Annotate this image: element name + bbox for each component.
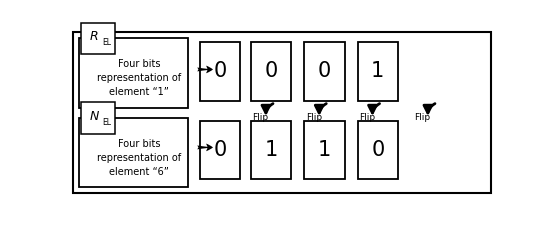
Bar bbox=[358, 42, 398, 101]
Text: Four bits
representation of
element “6”: Four bits representation of element “6” bbox=[97, 139, 182, 177]
Bar bbox=[358, 121, 398, 180]
Text: 0: 0 bbox=[213, 61, 227, 81]
Text: Flip: Flip bbox=[359, 113, 375, 122]
Text: N: N bbox=[90, 110, 99, 123]
Bar bbox=[81, 102, 115, 134]
Bar bbox=[200, 121, 240, 180]
Text: 0: 0 bbox=[371, 140, 384, 160]
Text: Flip: Flip bbox=[415, 113, 431, 122]
Text: Flip: Flip bbox=[306, 113, 322, 122]
Text: 1: 1 bbox=[318, 140, 331, 160]
Bar bbox=[304, 121, 345, 180]
Text: 0: 0 bbox=[213, 140, 227, 160]
Bar bbox=[81, 23, 115, 54]
Bar bbox=[304, 42, 345, 101]
Text: EL: EL bbox=[102, 38, 111, 47]
Text: EL: EL bbox=[102, 118, 111, 127]
Text: 0: 0 bbox=[265, 61, 278, 81]
Text: R: R bbox=[90, 30, 98, 43]
Bar bbox=[79, 118, 188, 187]
Bar bbox=[251, 121, 292, 180]
Bar bbox=[200, 42, 240, 101]
Text: Flip: Flip bbox=[252, 113, 268, 122]
Bar bbox=[251, 42, 292, 101]
Bar bbox=[79, 38, 188, 108]
Text: Four bits
representation of
element “1”: Four bits representation of element “1” bbox=[97, 59, 182, 97]
Text: 1: 1 bbox=[265, 140, 278, 160]
Text: 0: 0 bbox=[318, 61, 331, 81]
Text: 1: 1 bbox=[371, 61, 384, 81]
